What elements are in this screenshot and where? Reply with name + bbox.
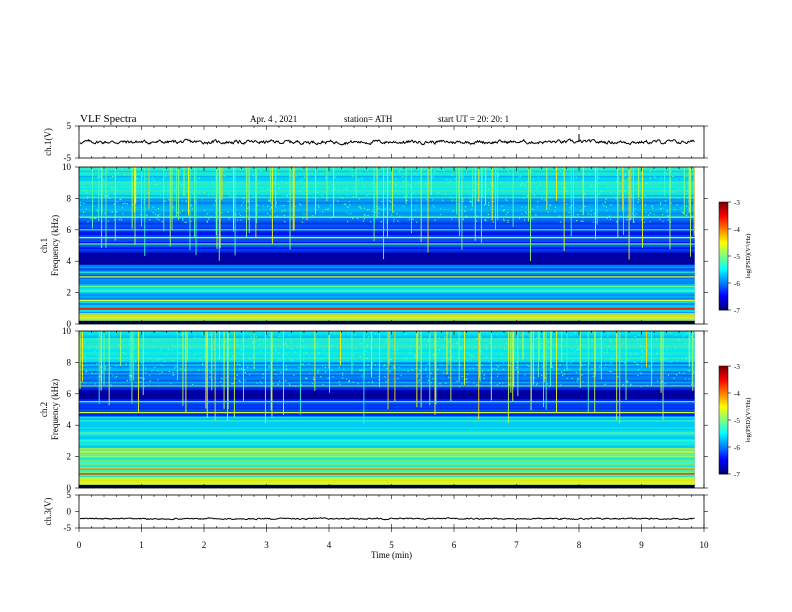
ch1-waveform-tick-label: 5: [67, 121, 72, 131]
start-time-label: start UT = 20: 20: 1: [438, 114, 510, 124]
ch1-spectrogram-colorbar-tick: -3: [734, 199, 740, 207]
ch1-spectrogram-colorbar: [718, 201, 731, 311]
ch1-spectrogram-image: [79, 167, 695, 325]
x-tick-label: 9: [639, 540, 644, 550]
ch3-waveform-tick-label: 0: [67, 507, 72, 517]
x-tick-label: 5: [389, 540, 394, 550]
ch1-spectrogram-colorbar-tick: -6: [734, 280, 740, 288]
x-tick-label: 7: [514, 540, 519, 550]
ch1-spectrogram-ylabel: Frequency (kHz): [50, 215, 60, 276]
ch2-spectrogram-channel-label: ch.2: [39, 402, 49, 417]
ch2-spectrogram-tick-label: 2: [67, 452, 72, 462]
ch3-waveform-tick-label: 5: [67, 490, 72, 500]
station-label: station= ATH: [344, 114, 393, 124]
ch1-spectrogram-tick-label: 6: [67, 225, 72, 235]
ch1-spectrogram-channel-label: ch.1: [39, 238, 49, 253]
ch2-spectrogram-tick-label: 4: [67, 420, 72, 430]
ch1-spectrogram-colorbar-tick: -7: [734, 307, 740, 315]
ch2-spectrogram-tick-label: 8: [67, 357, 72, 367]
minor-ticks: [78, 167, 705, 324]
minor-ticks: [78, 126, 705, 158]
ch3-waveform-tick-label: -5: [64, 523, 72, 533]
ch1-spectrogram-colorbar-tick: -4: [734, 226, 740, 234]
ch3-waveform-line: [79, 516, 695, 521]
ch1-waveform-line: [79, 138, 695, 146]
ch2-spectrogram-colorbar-tick: -3: [734, 363, 740, 371]
x-tick-label: 0: [77, 540, 82, 550]
ch2-spectrogram-colorbar-label: log(PSD)(V²/Hz): [745, 398, 752, 443]
ch2-spectrogram-tick-label: 0: [67, 483, 72, 493]
minor-ticks: [78, 495, 705, 528]
ch2-spectrogram-image: [78, 331, 695, 489]
x-tick-label: 8: [577, 540, 582, 550]
x-axis-label: Time (min): [371, 550, 412, 560]
ch2-spectrogram-colorbar-tick: -4: [734, 390, 740, 398]
ch1-spectrogram-tick-label: 10: [62, 162, 72, 172]
plot-title: VLF Spectra: [80, 113, 137, 125]
date-label: Apr. 4 , 2021: [250, 114, 298, 124]
ch2-spectrogram-colorbar: [718, 365, 731, 475]
ch1-spectrogram-tick-label: 2: [67, 288, 72, 298]
ch1-spectrogram-colorbar-label: log(PSD)(V²/Hz): [745, 234, 752, 279]
x-tick-label: 4: [327, 540, 332, 550]
ch3-waveform-ylabel: ch.3(V): [43, 498, 53, 526]
ch2-spectrogram-colorbar-tick: -7: [734, 471, 740, 479]
ch1-waveform-tick-label: -5: [64, 153, 72, 163]
x-tick-label: 3: [264, 540, 269, 550]
ch2-spectrogram-tick-label: 6: [67, 389, 72, 399]
ch3-waveform-frame: [78, 494, 705, 529]
x-tick-label: 2: [202, 540, 207, 550]
x-tick-label: 10: [700, 540, 710, 550]
ch2-spectrogram-colorbar-tick: -6: [734, 444, 740, 452]
minor-ticks: [78, 331, 705, 488]
x-tick-label: 6: [452, 540, 457, 550]
x-tick-label: 1: [139, 540, 144, 550]
ch1-spectrogram-tick-label: 4: [67, 256, 72, 266]
ch1-waveform-ylabel: ch.1(V): [43, 128, 53, 156]
ch1-spectrogram-tick-label: 8: [67, 193, 72, 203]
ch2-spectrogram-tick-label: 10: [62, 326, 72, 336]
ch2-spectrogram-ylabel: Frequency (kHz): [50, 379, 60, 440]
ch1-spectrogram-colorbar-tick: -5: [734, 253, 740, 261]
ch1-spectrogram-tick-label: 0: [67, 319, 72, 329]
ch2-spectrogram-colorbar-tick: -5: [734, 417, 740, 425]
